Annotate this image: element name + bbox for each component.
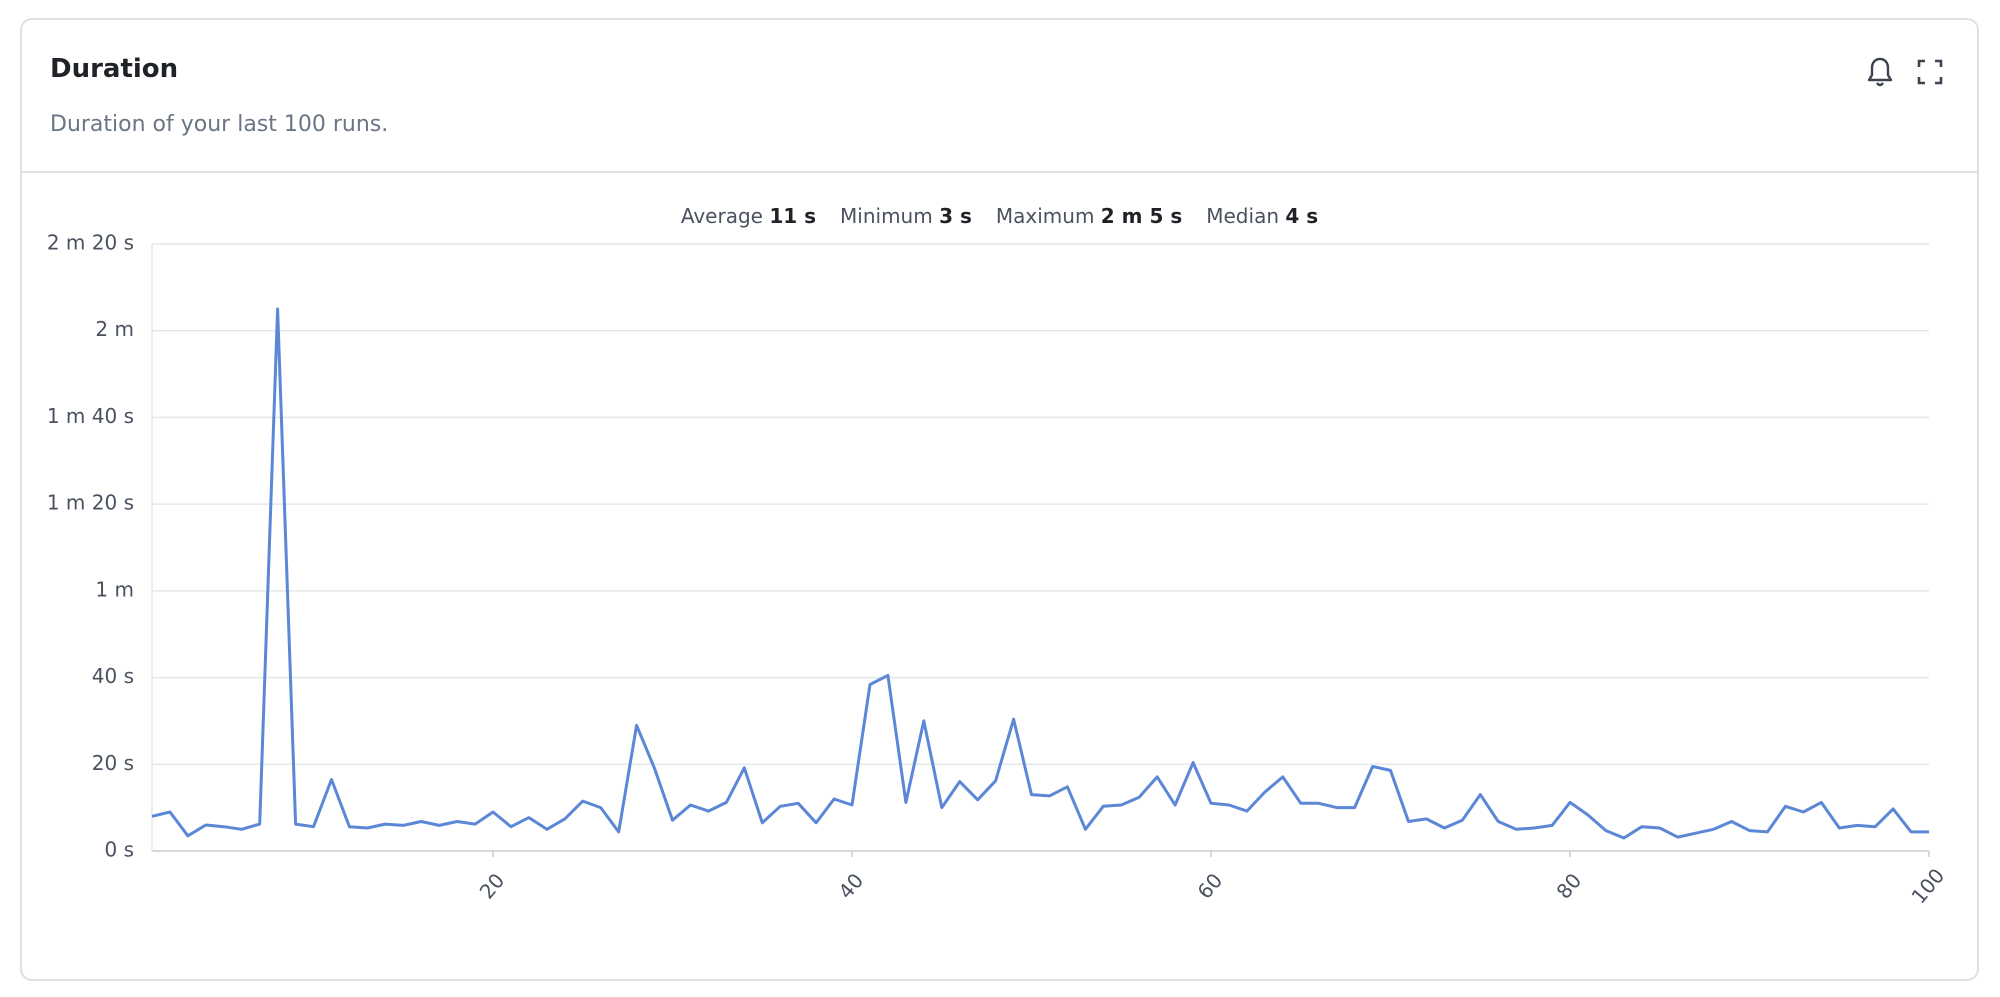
stats-row: Average 11 s Minimum 3 s Maximum 2 m 5 s Me…: [22, 204, 1977, 228]
x-tick-label: 40: [834, 869, 869, 904]
card: Duration Duration of your last 100 runs.…: [20, 18, 1979, 981]
y-tick-label: 40 s: [92, 664, 134, 688]
stat-label: Minimum: [840, 204, 933, 228]
x-tick-label: 60: [1192, 869, 1227, 904]
card-title: Duration: [50, 54, 179, 84]
stat-value: 3 s: [939, 204, 972, 228]
y-tick-label: 2 m: [95, 317, 134, 341]
stat-label: Median: [1206, 204, 1279, 228]
y-tick-label: 1 m: [95, 577, 134, 601]
stat: Median 4 s: [1206, 204, 1318, 228]
stat-value: 4 s: [1285, 204, 1319, 228]
y-tick-label: 2 m 20 s: [47, 231, 134, 255]
y-tick-label: 1 m 40 s: [47, 404, 134, 428]
card-subtitle: Duration of your last 100 runs.: [50, 112, 389, 137]
divider: [22, 171, 1977, 173]
stat-label: Maximum: [995, 204, 1095, 228]
y-tick-label: 1 m 20 s: [47, 491, 134, 515]
stat-value: 2 m 5 s: [1100, 204, 1183, 228]
alert-icon[interactable]: [1866, 56, 1894, 88]
stat: Average 11 s: [681, 204, 816, 228]
y-tick-label: 20 s: [92, 751, 134, 775]
stat: Minimum 3 s: [840, 204, 972, 228]
stat-value: 11 s: [769, 204, 817, 228]
x-tick-label: 100: [1906, 864, 1949, 909]
line: [151, 307, 1929, 840]
x-tick-label: 20: [475, 869, 510, 904]
stat-label: Average: [680, 204, 763, 228]
x-tick-label: 80: [1551, 869, 1586, 904]
stat: Maximum 2 m 5 s: [996, 204, 1182, 228]
fullscreen-icon[interactable]: [1916, 56, 1944, 88]
y-tick-label: 0 s: [104, 838, 134, 862]
